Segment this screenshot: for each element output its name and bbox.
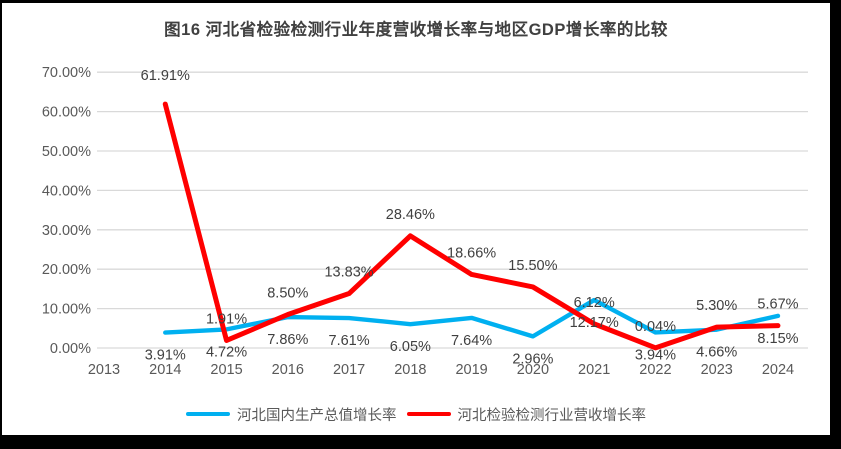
data-label-revenue-growth: 28.46% [386, 207, 435, 223]
x-tick-label: 2013 [88, 362, 120, 378]
legend-label-revenue-growth: 河北检验检测行业营收增长率 [457, 407, 647, 424]
data-label-gdp-growth: 4.72% [206, 344, 247, 360]
line-chart-plot: 0.00% 10.00% 20.00% 30.00% 40.00% 50.00% 60.00… [42, 65, 808, 378]
legend-line-swatch-gdp-growth [186, 411, 230, 417]
data-label-revenue-growth: 18.66% [447, 245, 496, 261]
data-label-revenue-growth: 15.50% [508, 258, 557, 274]
data-label-gdp-growth: 3.91% [145, 348, 186, 364]
y-tick-label: 60.00% [42, 105, 91, 121]
chart-legend: 河北国内生产总值增长率 河北检验检测行业营收增长率 [2, 402, 830, 426]
data-label-gdp-growth: 3.94% [635, 347, 676, 363]
data-label-gdp-growth: 12.17% [570, 315, 619, 331]
data-label-gdp-growth: 7.64% [451, 333, 492, 349]
chart-title: 图16 河北省检验检测行业年度营收增长率与地区GDP增长率的比较 [164, 21, 668, 39]
legend-item-revenue-growth: 河北检验检测行业营收增长率 [406, 404, 647, 425]
data-label-revenue-growth: 5.67% [757, 297, 798, 313]
data-label-gdp-growth: 4.66% [696, 345, 737, 361]
x-tick-label: 2016 [272, 362, 304, 378]
x-tick-label: 2024 [762, 362, 794, 378]
series-line-gdp-growth [163, 297, 781, 339]
legend-item-gdp-growth: 河北国内生产总值增长率 [186, 404, 397, 425]
data-label-revenue-growth: 61.91% [141, 68, 190, 84]
y-tick-label: 50.00% [42, 144, 91, 160]
data-label-revenue-growth: 0.04% [635, 319, 676, 335]
x-tick-label: 2022 [639, 362, 671, 378]
data-label-gdp-growth: 7.61% [329, 333, 370, 349]
x-tick-label: 2023 [701, 362, 733, 378]
y-tick-label: 40.00% [42, 183, 91, 199]
data-label-revenue-growth: 6.12% [574, 295, 615, 311]
chart-canvas: 图16 河北省检验检测行业年度营收增长率与地区GDP增长率的比较 0.00% 10… [2, 3, 830, 435]
data-label-gdp-growth: 6.05% [390, 339, 431, 355]
legend-line-swatch-revenue-growth [406, 411, 451, 417]
x-tick-label: 2017 [333, 362, 365, 378]
x-tick-label: 2014 [149, 362, 181, 378]
y-tick-label: 10.00% [42, 302, 91, 318]
data-label-revenue-growth: 8.50% [267, 286, 308, 302]
data-label-revenue-growth: 5.30% [696, 298, 737, 314]
data-label-gdp-growth: 2.96% [512, 351, 553, 367]
y-tick-label: 30.00% [42, 223, 91, 239]
data-label-gdp-growth: 8.15% [757, 331, 798, 347]
data-label-revenue-growth: 13.83% [324, 265, 373, 281]
x-tick-label: 2019 [455, 362, 487, 378]
y-tick-label: 20.00% [42, 262, 91, 278]
y-tick-label: 70.00% [42, 65, 91, 81]
series-line-revenue-growth [162, 101, 781, 351]
x-tick-label: 2018 [394, 362, 426, 378]
y-tick-label: 0.00% [50, 341, 91, 357]
x-tick-label: 2020 [517, 362, 549, 378]
x-tick-label: 2021 [578, 362, 610, 378]
data-label-gdp-growth: 7.86% [267, 332, 308, 348]
legend-label-gdp-growth: 河北国内生产总值增长率 [237, 407, 397, 424]
x-tick-label: 2015 [210, 362, 242, 378]
data-label-revenue-growth: 1.91% [206, 311, 247, 327]
